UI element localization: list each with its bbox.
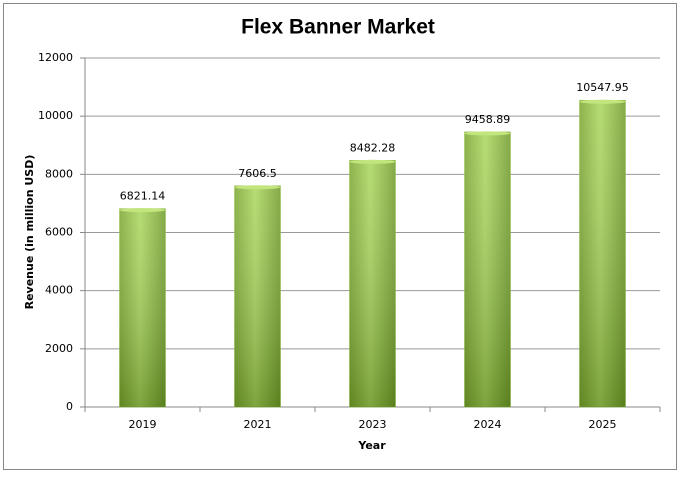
bar-top [349, 159, 396, 164]
x-tick-label: 2023 [359, 418, 387, 431]
data-label: 9458.89 [465, 113, 511, 126]
y-tick-label: 12000 [38, 51, 73, 64]
y-tick-label: 0 [66, 400, 73, 413]
y-tick-label: 10000 [38, 109, 73, 122]
y-tick-label: 8000 [45, 167, 73, 180]
data-label: 7606.5 [238, 167, 277, 180]
bar-top [464, 131, 511, 136]
data-label: 6821.14 [120, 190, 166, 203]
bar [349, 160, 396, 408]
y-tick-label: 4000 [45, 284, 73, 297]
x-axis-title: Year [357, 439, 386, 452]
x-tick-label: 2021 [244, 418, 272, 431]
bar-top [579, 99, 626, 104]
bar-top [234, 185, 281, 190]
bar [579, 99, 626, 408]
y-tick-label: 6000 [45, 226, 73, 239]
data-label: 8482.28 [350, 141, 396, 154]
bar-top [119, 208, 166, 213]
chart-title: Flex Banner Market [241, 16, 435, 39]
bar [464, 131, 511, 408]
x-tick-label: 2025 [589, 418, 617, 431]
x-tick-label: 2024 [474, 418, 502, 431]
bar [234, 185, 281, 408]
bar [119, 208, 166, 408]
y-axis-title: Revenue (in million USD) [23, 155, 36, 310]
data-label: 10547.95 [576, 81, 629, 94]
chart-border [3, 3, 677, 470]
y-tick-label: 2000 [45, 342, 73, 355]
x-tick-label: 2019 [129, 418, 157, 431]
